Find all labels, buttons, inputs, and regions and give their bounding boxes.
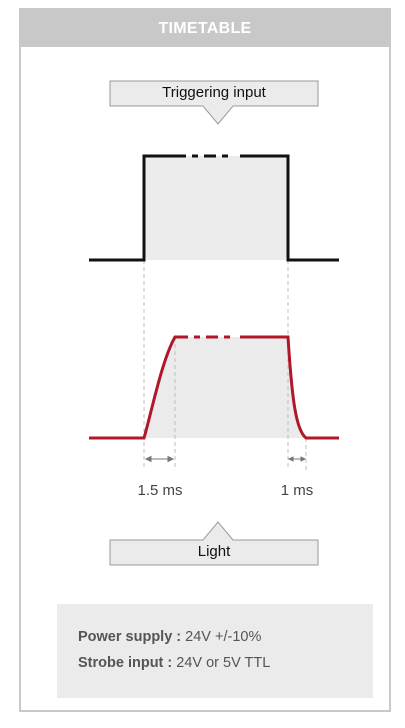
trigger-callout-label: Triggering input: [162, 84, 266, 101]
spec-label: Strobe input :: [78, 655, 173, 671]
rise-time-arrow: [144, 455, 175, 463]
spec-label: Power supply :: [78, 629, 182, 645]
panel-title: TIMETABLE: [158, 19, 252, 37]
spec-power-supply: Power supply : 24V +/-10%: [78, 624, 373, 650]
spec-value: 24V or 5V TTL: [176, 655, 271, 671]
light-callout: [109, 521, 319, 566]
trigger-pulse-area: [144, 156, 288, 260]
specs-box: Power supply : 24V +/-10% Strobe input :…: [57, 604, 373, 698]
rise-time-label: 1.5 ms: [137, 482, 183, 499]
light-pulse-area: [144, 337, 306, 438]
spec-value: 24V +/-10%: [185, 629, 262, 645]
fall-time-arrow: [287, 456, 307, 462]
spec-strobe-input: Strobe input : 24V or 5V TTL: [78, 650, 373, 676]
panel-header: TIMETABLE: [21, 10, 389, 47]
trigger-callout: [109, 80, 319, 125]
trigger-signal: [89, 154, 339, 262]
fall-time-label: 1 ms: [280, 482, 314, 499]
light-callout-label: Light: [197, 543, 231, 560]
light-signal: [89, 335, 339, 440]
